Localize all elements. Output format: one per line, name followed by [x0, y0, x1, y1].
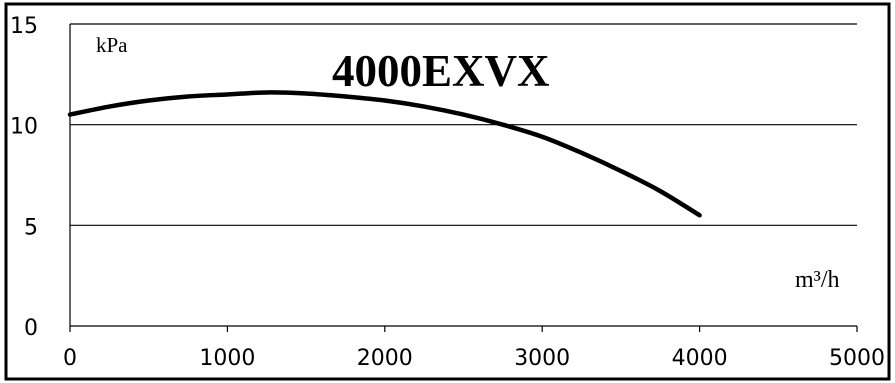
y-tick-label: 15	[10, 14, 38, 39]
axes	[69, 24, 857, 327]
x-tick-label: 3000	[514, 346, 570, 371]
x-tick-label: 4000	[672, 346, 728, 371]
x-tick-label: 1000	[199, 346, 255, 371]
x-tick-label: 2000	[357, 346, 413, 371]
x-tick-label: 0	[63, 346, 77, 371]
chart-frame	[4, 2, 891, 381]
chart-title: 4000EXVX	[332, 46, 550, 96]
series-line-0	[67, 90, 702, 218]
x-tick-label: 5000	[829, 346, 885, 371]
series-layer	[67, 90, 702, 218]
y-tick-label: 5	[24, 215, 38, 240]
y-tick-label: 0	[24, 316, 38, 341]
y-tick-label: 10	[10, 115, 38, 140]
grid-lines	[70, 23, 857, 226]
y-axis-label: kPa	[96, 33, 128, 57]
x-axis-label: m³/h	[795, 267, 840, 293]
tick-labels: 0 5 10 15 0 1000 2000 3000 4000 5000	[10, 14, 885, 371]
